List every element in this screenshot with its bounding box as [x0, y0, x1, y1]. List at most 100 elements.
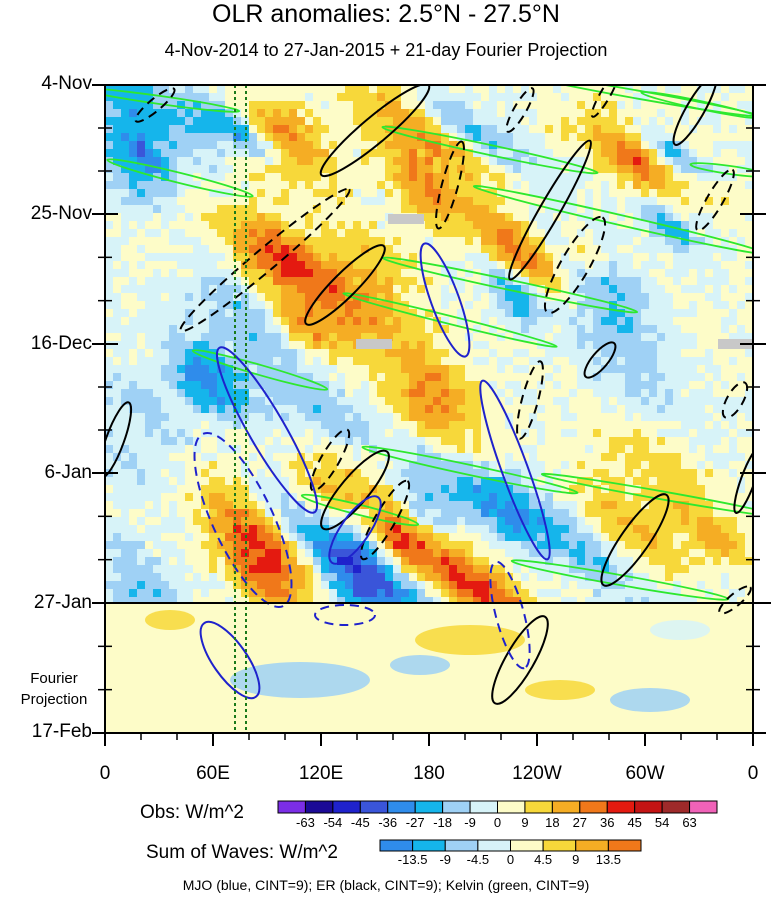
field-cell — [417, 309, 426, 318]
field-cell — [641, 349, 650, 358]
field-cell — [297, 245, 306, 254]
field-cell — [217, 445, 226, 454]
field-cell — [441, 341, 450, 350]
field-cell — [217, 261, 226, 270]
field-cell — [625, 373, 634, 382]
field-cell — [729, 429, 738, 438]
field-cell — [153, 205, 162, 214]
field-cell — [665, 157, 674, 166]
field-cell — [585, 469, 594, 478]
field-cell — [169, 349, 178, 358]
field-cell — [281, 261, 290, 270]
field-cell — [161, 381, 170, 390]
field-cell — [289, 421, 298, 430]
field-cell — [689, 373, 698, 382]
field-cell — [177, 445, 186, 454]
field-cell — [577, 285, 586, 294]
field-cell — [185, 381, 194, 390]
field-cell — [737, 133, 746, 142]
field-cell — [689, 525, 698, 534]
field-cell — [321, 445, 330, 454]
field-cell — [545, 93, 554, 102]
field-cell — [257, 293, 266, 302]
field-cell — [497, 221, 506, 230]
field-cell — [233, 389, 242, 398]
field-cell — [409, 301, 418, 310]
field-cell — [393, 109, 402, 118]
field-cell — [345, 309, 354, 318]
field-cell — [585, 133, 594, 142]
field-cell — [625, 277, 634, 286]
field-cell — [241, 277, 250, 286]
field-cell — [729, 125, 738, 134]
field-cell — [361, 157, 370, 166]
field-cell — [257, 133, 266, 142]
field-cell — [169, 157, 178, 166]
field-cell — [129, 125, 138, 134]
field-cell — [745, 245, 753, 254]
field-cell — [433, 413, 442, 422]
field-cell — [425, 285, 434, 294]
field-cell — [273, 317, 282, 326]
field-cell — [609, 453, 618, 462]
field-cell — [129, 501, 138, 510]
field-cell — [329, 541, 338, 550]
field-cell — [497, 213, 506, 222]
field-cell — [593, 269, 602, 278]
field-cell — [113, 301, 122, 310]
field-cell — [329, 445, 338, 454]
field-cell — [433, 213, 442, 222]
field-cell — [673, 509, 682, 518]
field-cell — [585, 141, 594, 150]
field-cell — [577, 189, 586, 198]
field-cell — [201, 445, 210, 454]
field-cell — [329, 357, 338, 366]
field-cell — [561, 141, 570, 150]
field-cell — [233, 165, 242, 174]
field-cell — [681, 229, 690, 238]
field-cell — [361, 189, 370, 198]
field-cell — [353, 437, 362, 446]
field-cell — [369, 221, 378, 230]
field-cell — [169, 325, 178, 334]
field-cell — [625, 157, 634, 166]
field-cell — [369, 237, 378, 246]
field-cell — [369, 421, 378, 430]
field-cell — [465, 101, 474, 110]
field-cell — [217, 469, 226, 478]
field-cell — [689, 421, 698, 430]
field-cell — [185, 437, 194, 446]
field-cell — [641, 189, 650, 198]
field-cell — [145, 157, 154, 166]
field-cell — [273, 357, 282, 366]
field-cell — [321, 349, 330, 358]
field-cell — [329, 277, 338, 286]
field-cell — [449, 333, 458, 342]
field-cell — [745, 229, 753, 238]
field-cell — [569, 181, 578, 190]
field-cell — [649, 341, 658, 350]
field-cell — [313, 85, 322, 94]
field-cell — [497, 277, 506, 286]
field-cell — [633, 93, 642, 102]
field-cell — [457, 533, 466, 542]
field-cell — [425, 189, 434, 198]
field-cell — [729, 221, 738, 230]
field-cell — [617, 117, 626, 126]
field-cell — [161, 85, 170, 94]
field-cell — [321, 253, 330, 262]
field-cell — [681, 357, 690, 366]
field-cell — [161, 565, 170, 574]
field-cell — [441, 85, 450, 94]
field-cell — [113, 293, 122, 302]
field-cell — [241, 325, 250, 334]
field-cell — [401, 285, 410, 294]
field-cell — [625, 509, 634, 518]
field-cell — [697, 181, 706, 190]
field-cell — [257, 413, 266, 422]
field-cell — [553, 221, 562, 230]
field-cell — [121, 173, 130, 182]
field-cell — [225, 229, 234, 238]
field-cell — [393, 349, 402, 358]
field-cell — [473, 357, 482, 366]
